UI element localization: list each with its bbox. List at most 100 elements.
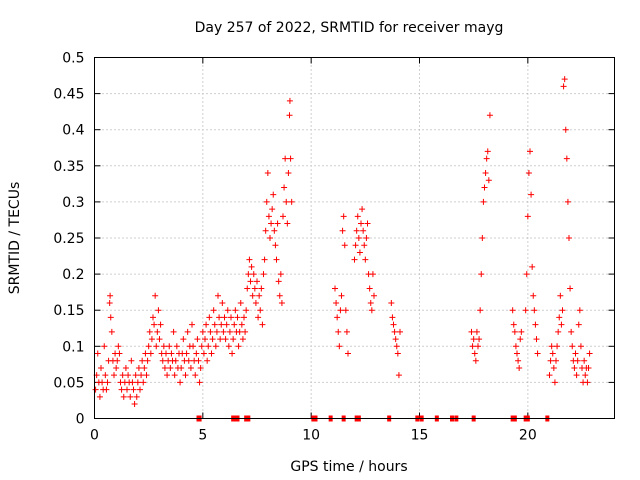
data-point — [164, 372, 171, 379]
data-point — [581, 357, 588, 364]
data-point — [194, 336, 201, 343]
x-tick-label: 10 — [302, 428, 320, 444]
data-point — [151, 321, 158, 328]
data-point — [242, 328, 249, 335]
data-point — [134, 379, 141, 386]
data-point — [159, 357, 166, 364]
data-point — [245, 271, 252, 278]
data-point — [264, 170, 271, 177]
data-point — [247, 278, 254, 285]
data-point — [152, 292, 159, 299]
data-point — [475, 343, 481, 350]
data-point — [157, 321, 164, 328]
data-point — [255, 314, 262, 321]
data-point — [160, 343, 167, 350]
data-point — [229, 350, 236, 357]
data-point — [147, 350, 154, 357]
y-tick-label: 0.45 — [53, 87, 84, 103]
data-point — [533, 336, 540, 343]
data-point — [548, 343, 555, 350]
data-point — [249, 292, 256, 299]
data-point — [184, 328, 191, 335]
data-point — [163, 350, 169, 357]
data-point — [516, 364, 523, 371]
data-point — [122, 364, 129, 371]
y-tick-label: 0.35 — [53, 159, 84, 175]
data-point — [275, 278, 282, 285]
data-point — [352, 242, 359, 249]
data-point — [278, 299, 285, 306]
data-point — [511, 328, 518, 335]
x-tick-label: 20 — [519, 428, 537, 444]
data-point — [554, 343, 561, 350]
data-point — [142, 350, 149, 357]
data-point — [566, 235, 572, 241]
data-point — [231, 321, 238, 328]
data-point — [363, 235, 370, 241]
data-point — [355, 235, 362, 241]
data-point — [221, 314, 228, 321]
data-point — [345, 350, 351, 357]
data-point — [560, 83, 567, 90]
data-point — [198, 343, 205, 350]
x-tick-label: 15 — [411, 428, 429, 444]
data-point — [339, 227, 346, 234]
data-point — [196, 379, 203, 386]
data-point — [204, 357, 211, 364]
data-point — [104, 379, 111, 386]
data-point — [270, 191, 277, 198]
data-point — [523, 271, 530, 278]
data-point — [280, 213, 286, 220]
data-point — [476, 336, 483, 343]
data-point — [574, 357, 581, 364]
data-point — [120, 393, 127, 400]
data-point — [170, 328, 177, 335]
data-point — [529, 263, 536, 270]
data-point — [225, 343, 232, 350]
data-point — [254, 278, 260, 285]
data-point — [562, 126, 569, 133]
data-point — [572, 350, 579, 357]
data-point — [265, 213, 272, 220]
data-point — [235, 343, 242, 350]
data-point — [250, 271, 257, 278]
data-point — [226, 328, 233, 335]
data-point — [103, 386, 110, 393]
y-tick-label: 0 — [76, 412, 85, 428]
data-point — [395, 372, 402, 379]
data-point — [388, 299, 395, 306]
data-point — [334, 314, 341, 321]
data-point — [216, 314, 223, 321]
data-point — [259, 321, 266, 328]
chart-title: Day 257 of 2022, SRMTID for receiver may… — [195, 20, 504, 36]
data-point — [514, 350, 520, 357]
data-point — [393, 343, 400, 350]
data-point — [128, 357, 135, 364]
data-point — [277, 271, 284, 278]
data-point — [353, 227, 360, 234]
data-point — [389, 314, 396, 321]
data-point — [210, 307, 217, 314]
data-point — [273, 256, 280, 263]
data-point — [217, 336, 224, 343]
data-point — [108, 328, 115, 335]
data-point — [343, 328, 350, 335]
data-point — [208, 350, 215, 357]
data-point — [206, 314, 213, 321]
data-point — [215, 292, 221, 299]
data-point — [92, 386, 99, 393]
data-point — [284, 220, 291, 227]
data-point — [567, 285, 574, 292]
data-point — [258, 285, 265, 292]
data-point — [391, 328, 398, 335]
data-point — [392, 336, 399, 343]
data-point — [486, 112, 493, 119]
data-point — [133, 393, 140, 400]
data-point — [563, 155, 570, 162]
data-point — [125, 372, 132, 379]
data-point — [213, 328, 220, 335]
data-point — [140, 379, 147, 386]
data-point — [573, 372, 580, 379]
data-point — [239, 336, 246, 343]
data-point — [518, 328, 525, 335]
